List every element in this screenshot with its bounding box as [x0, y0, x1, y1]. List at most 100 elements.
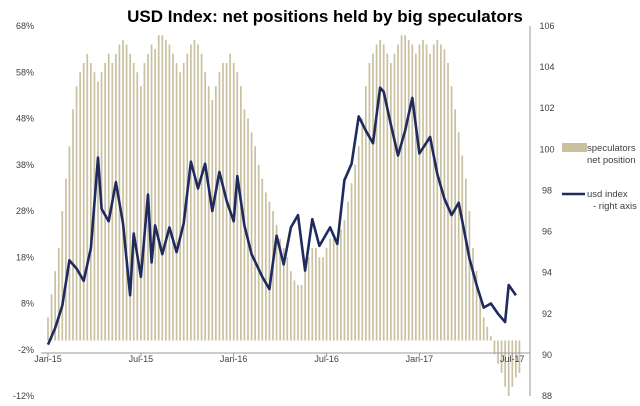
bar-speculators-126 — [497, 340, 499, 364]
bar-speculators-64 — [275, 224, 278, 341]
bar-speculators-67 — [286, 257, 289, 341]
bar-speculators-1 — [50, 294, 53, 341]
bar-speculators-14 — [97, 81, 99, 341]
left-tick-label: 68% — [16, 21, 34, 31]
bar-speculators-88 — [361, 118, 364, 341]
right-tick-label: 92 — [542, 309, 552, 319]
left-tick-label: 38% — [16, 160, 34, 170]
left-tick-label: 58% — [16, 67, 34, 77]
bar-speculators-114 — [454, 109, 456, 341]
bar-speculators-42 — [197, 44, 199, 341]
right-tick-label: 90 — [542, 350, 552, 360]
bar-speculators-7 — [72, 109, 74, 341]
bar-speculators-107 — [429, 53, 431, 341]
bar-speculators-60 — [261, 178, 264, 341]
bar-speculators-95 — [386, 53, 389, 341]
bar-speculators-19 — [115, 53, 117, 341]
bar-speculators-131 — [515, 340, 517, 378]
bar-speculators-63 — [272, 211, 274, 341]
bar-speculators-102 — [411, 44, 414, 341]
bar-speculators-43 — [200, 53, 203, 341]
bar-speculators-120 — [475, 271, 478, 341]
bar-speculators-91 — [372, 53, 374, 341]
bar-speculators-25 — [136, 72, 139, 341]
x-axis-ticks: Jan-15 Jul-15 Jan-16 Jul-16 Jan-17 Jul-17 — [34, 353, 525, 364]
bar-speculators-26 — [140, 86, 142, 341]
bar-speculators-66 — [282, 248, 285, 341]
bar-speculators-117 — [465, 178, 467, 341]
bar-speculators-121 — [479, 294, 481, 341]
bar-speculators-61 — [265, 192, 267, 341]
bar-speculators-3 — [57, 248, 60, 341]
bar-speculators-24 — [132, 63, 135, 341]
bar-speculators-2 — [54, 271, 56, 341]
left-tick-label: -12% — [13, 391, 34, 401]
bar-speculators-46 — [211, 100, 214, 341]
right-tick-label: 96 — [542, 227, 552, 237]
bar-speculators-108 — [432, 44, 435, 341]
bar-speculators-23 — [129, 53, 131, 341]
bar-speculators-59 — [257, 164, 260, 341]
bar-speculators-97 — [393, 53, 396, 341]
bar-speculators-17 — [107, 53, 110, 341]
bar-speculators-94 — [382, 44, 385, 341]
bar-speculators-32 — [161, 35, 164, 341]
speculators-bars — [47, 35, 521, 396]
bar-speculators-9 — [79, 72, 81, 341]
bar-speculators-49 — [222, 63, 224, 341]
bar-speculators-0 — [47, 317, 49, 341]
bar-speculators-101 — [407, 39, 410, 341]
bar-speculators-112 — [447, 63, 449, 341]
bar-speculators-21 — [122, 39, 124, 341]
x-tick-label: Jan-16 — [220, 354, 248, 364]
bar-speculators-34 — [168, 44, 171, 341]
bar-speculators-77 — [322, 257, 324, 341]
bar-speculators-109 — [436, 39, 439, 341]
legend-label-speculators-line2: net position — [587, 155, 636, 166]
legend: speculators net position usd index - rig… — [562, 143, 637, 212]
bar-speculators-11 — [86, 53, 89, 341]
bar-speculators-85 — [350, 183, 353, 341]
right-tick-label: 88 — [542, 391, 552, 401]
bar-speculators-38 — [182, 63, 185, 341]
bar-speculators-30 — [154, 49, 156, 341]
bar-speculators-127 — [500, 340, 503, 373]
bar-speculators-119 — [472, 248, 474, 341]
bar-speculators-81 — [336, 238, 339, 341]
bar-speculators-78 — [325, 248, 328, 341]
bar-speculators-8 — [75, 86, 78, 341]
bar-speculators-103 — [415, 53, 417, 341]
bar-speculators-12 — [90, 63, 92, 341]
bar-speculators-35 — [172, 53, 174, 341]
bar-speculators-73 — [307, 257, 310, 341]
bar-speculators-92 — [375, 44, 378, 341]
bar-speculators-70 — [297, 285, 299, 341]
right-tick-label: 106 — [539, 21, 554, 31]
bar-speculators-115 — [457, 132, 460, 341]
bar-speculators-27 — [143, 63, 146, 341]
left-tick-label: 48% — [16, 114, 34, 124]
legend-label-usd-index-line1: usd index — [587, 189, 628, 200]
bar-speculators-48 — [218, 72, 221, 341]
bar-speculators-90 — [368, 63, 371, 341]
bar-speculators-123 — [486, 326, 489, 341]
bar-speculators-53 — [236, 72, 239, 341]
bar-speculators-86 — [354, 164, 356, 341]
left-tick-label: -2% — [18, 345, 34, 355]
bar-speculators-122 — [482, 317, 485, 341]
bar-speculators-130 — [511, 340, 514, 387]
x-tick-label: Jul-17 — [500, 354, 525, 364]
bar-speculators-106 — [425, 44, 428, 341]
bar-speculators-65 — [279, 238, 281, 341]
bar-speculators-76 — [318, 257, 321, 341]
bar-speculators-100 — [404, 35, 406, 341]
bar-speculators-82 — [340, 229, 342, 341]
bar-speculators-104 — [418, 44, 421, 341]
bar-speculators-128 — [504, 340, 506, 387]
bar-speculators-98 — [397, 44, 399, 341]
bar-speculators-6 — [68, 146, 71, 341]
bar-speculators-68 — [290, 271, 292, 341]
bar-speculators-93 — [379, 39, 381, 341]
right-tick-label: 100 — [539, 144, 554, 154]
